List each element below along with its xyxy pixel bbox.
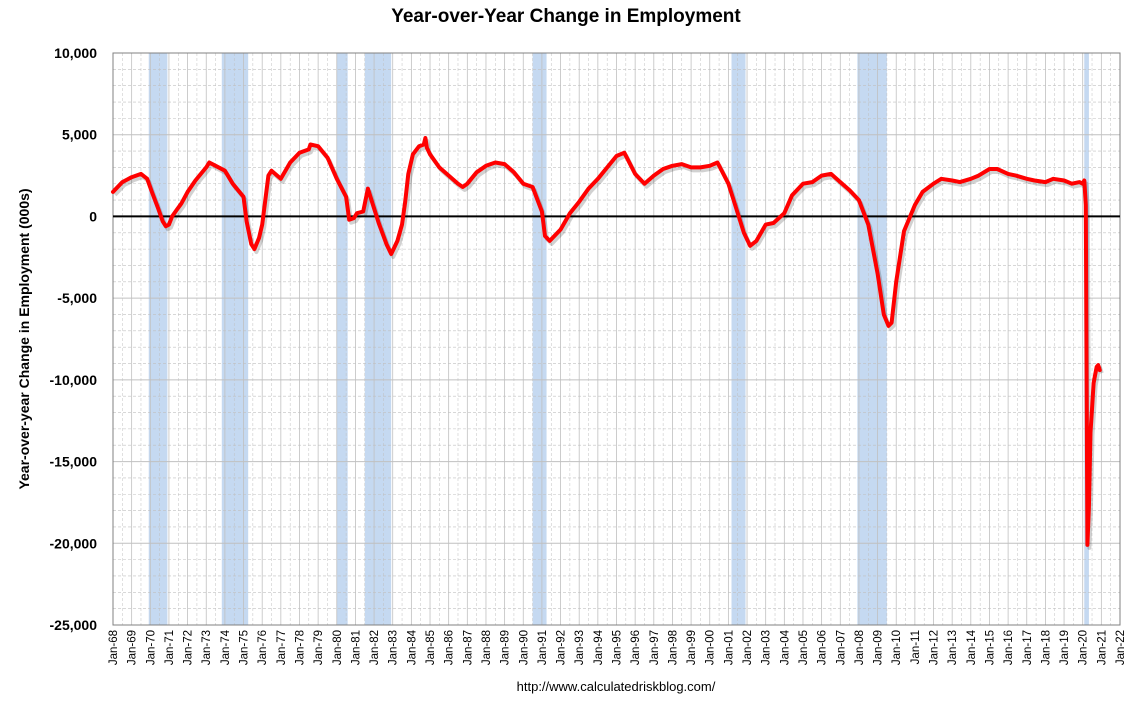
x-tick-label: Jan-01 [723,630,735,665]
x-tick-label: Jan-78 [294,630,306,665]
x-tick-label: Jan-05 [798,630,810,665]
series-line-shadow [113,139,1104,550]
x-tick-label: Jan-02 [742,630,754,665]
x-tick-label: Jan-75 [239,630,251,665]
recession-band-5 [731,53,746,625]
x-tick-label: Jan-87 [462,630,474,665]
y-tick-label: -10,000 [50,372,98,388]
x-tick-label: Jan-16 [1003,630,1015,665]
x-tick-label: Jan-82 [369,630,381,665]
recession-band-2 [336,53,348,625]
x-tick-label: Jan-79 [313,630,325,665]
x-tick-label: Jan-68 [108,630,120,665]
x-tick-label: Jan-94 [593,629,605,665]
x-tick-label: Jan-69 [127,630,139,665]
recession-band-3 [364,53,392,625]
x-tick-label: Jan-22 [1115,630,1127,665]
x-tick-label: Jan-04 [779,629,791,665]
y-tick-label: -20,000 [50,535,98,551]
x-tick-label: Jan-93 [574,630,586,665]
chart-title: Year-over-Year Change in Employment [391,6,741,27]
recession-band-4 [532,53,547,625]
y-tick-label: -25,000 [50,617,98,633]
x-tick-label: Jan-77 [276,630,288,665]
x-tick-label: Jan-18 [1040,630,1052,665]
x-tick-label: Jan-09 [873,630,885,665]
y-tick-label: -5,000 [57,290,97,306]
x-tick-label: Jan-00 [705,630,717,665]
x-tick-label: Jan-07 [835,630,847,665]
gridlines [112,52,1121,626]
recession-bands [148,53,1089,625]
x-tick-label: Jan-11 [910,630,922,664]
x-tick-label: Jan-76 [257,630,269,665]
x-tick-label: Jan-86 [444,630,456,665]
x-tick-label: Jan-03 [761,630,773,665]
plot-area-border [112,52,1121,626]
x-tick-label: Jan-74 [220,629,232,665]
x-tick-label: Jan-89 [500,630,512,665]
recession-band-1 [221,53,249,625]
x-tick-label: Jan-72 [183,630,195,665]
x-tick-label: Jan-10 [891,630,903,665]
x-tick-label: Jan-90 [518,630,530,665]
y-tick-label: 10,000 [54,45,97,61]
x-tick-label: Jan-19 [1059,630,1071,665]
x-tick-label: Jan-08 [854,630,866,665]
x-tick-label: Jan-92 [556,630,568,665]
source-url: http://www.calculatedriskblog.com/ [516,679,716,694]
recession-band-0 [148,53,168,625]
x-tick-label: Jan-80 [332,630,344,665]
y-tick-label: 5,000 [62,127,97,143]
y-tick-labels: 10,000 5,000 0 -5,000 -10,000 -15,000 -20,000 -… [50,45,98,633]
x-tick-label: Jan-98 [667,630,679,665]
x-tick-label: Jan-91 [537,630,549,665]
y-tick-label: 0 [89,208,97,224]
x-tick-label: Jan-13 [947,630,959,665]
x-tick-label: Jan-71 [164,630,176,665]
x-tick-label: Jan-83 [388,630,400,665]
y-axis-label: Year-over-year Change in Employment (000… [16,188,32,489]
x-tick-label: Jan-20 [1078,630,1090,665]
x-tick-label: Jan-84 [406,629,418,665]
x-tick-labels: Jan-68 Jan-69 Jan-70 Jan-71 Jan-72 Jan-73 Jan-… [108,629,1127,665]
x-tick-label: Jan-12 [929,630,941,665]
axes [112,52,1121,626]
x-tick-label: Jan-95 [612,630,624,665]
x-tick-label: Jan-06 [817,630,829,665]
x-tick-label: Jan-73 [201,630,213,665]
x-tick-label: Jan-15 [984,630,996,665]
x-tick-label: Jan-14 [966,629,978,665]
series-line-0 [111,136,1102,547]
x-tick-label: Jan-85 [425,630,437,665]
x-tick-label: Jan-96 [630,630,642,665]
x-tick-label: Jan-17 [1022,630,1034,665]
x-tick-label: Jan-97 [649,630,661,665]
x-tick-label: Jan-21 [1096,630,1108,665]
x-tick-label: Jan-70 [145,630,157,665]
y-tick-label: -15,000 [50,454,98,470]
x-tick-label: Jan-88 [481,630,493,665]
x-tick-label: Jan-99 [686,630,698,665]
x-tick-label: Jan-81 [350,630,362,665]
recession-band-6 [857,53,887,625]
series-layer [111,136,1104,550]
